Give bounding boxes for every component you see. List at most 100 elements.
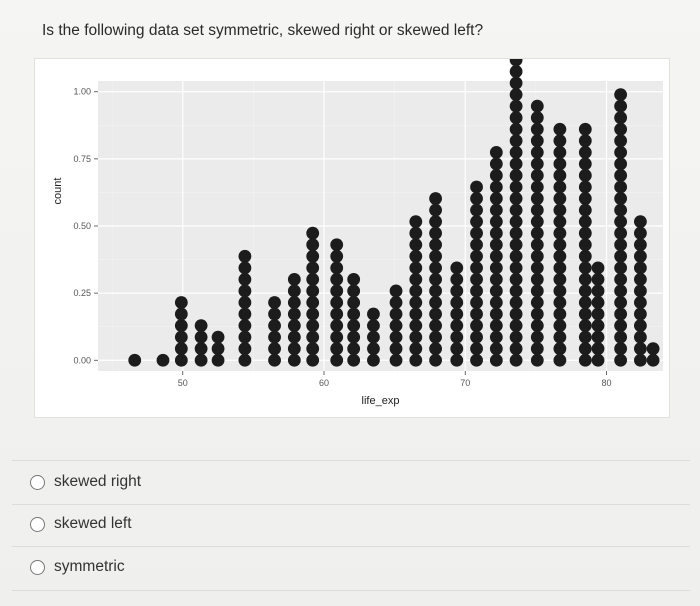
data-dot	[238, 296, 252, 309]
data-dot	[287, 319, 301, 333]
data-dot	[470, 261, 483, 275]
data-dot	[614, 273, 628, 286]
data-dot	[553, 180, 567, 194]
data-dot	[306, 249, 320, 263]
data-dot	[553, 122, 567, 136]
data-dot	[470, 342, 483, 356]
data-dot	[194, 319, 208, 333]
data-dot	[509, 203, 523, 217]
data-dot	[268, 342, 281, 356]
radio-button-icon[interactable]	[30, 474, 45, 490]
data-dot	[174, 319, 188, 333]
data-dot	[489, 284, 503, 298]
data-dot	[429, 226, 442, 240]
data-dot	[287, 307, 301, 321]
data-dot	[578, 284, 592, 298]
data-dot	[347, 284, 361, 298]
data-dot	[330, 249, 344, 263]
data-dot	[489, 307, 503, 321]
data-dot	[614, 261, 628, 275]
data-dot	[553, 203, 567, 217]
data-dot	[450, 273, 464, 286]
data-dot	[646, 342, 660, 356]
data-dot	[238, 261, 252, 275]
x-tick-label: 80	[601, 378, 611, 388]
data-dot	[489, 319, 503, 333]
data-dot	[578, 296, 592, 309]
data-dot	[591, 319, 605, 333]
data-dot	[347, 330, 361, 344]
y-axis-title: count	[52, 178, 64, 205]
data-dot	[238, 273, 252, 286]
data-dot	[409, 342, 423, 356]
data-dot	[509, 59, 523, 67]
data-dot	[530, 284, 544, 298]
data-dot	[578, 342, 592, 356]
data-dot	[470, 330, 483, 344]
data-dot	[614, 330, 628, 344]
data-dot	[268, 330, 281, 344]
data-dot	[614, 203, 628, 217]
data-dot	[306, 284, 320, 298]
data-dot	[389, 284, 403, 298]
data-dot	[578, 249, 592, 263]
data-dot	[591, 330, 605, 344]
data-dot	[591, 307, 605, 321]
data-dot	[530, 157, 544, 171]
data-dot	[238, 342, 252, 356]
data-dot	[509, 88, 523, 102]
data-dot	[578, 273, 592, 286]
data-dot	[211, 353, 225, 367]
data-dot	[553, 273, 567, 286]
data-dot	[211, 342, 225, 356]
y-tick-label: 0.00	[73, 355, 91, 365]
data-dot	[530, 111, 544, 125]
data-dot	[409, 249, 423, 263]
option-skewed-left[interactable]: skewed left	[30, 510, 132, 538]
data-dot	[489, 296, 503, 309]
data-dot	[330, 342, 344, 356]
x-tick-label: 50	[178, 378, 188, 388]
data-dot	[530, 319, 544, 333]
data-dot	[268, 296, 281, 309]
data-dot	[450, 330, 464, 344]
data-dot	[614, 157, 628, 171]
data-dot	[429, 261, 442, 275]
data-dot	[409, 353, 423, 367]
data-dot	[578, 203, 592, 217]
data-dot	[509, 226, 523, 240]
data-dot	[553, 157, 567, 171]
data-dot	[614, 122, 628, 136]
data-dot	[553, 145, 567, 159]
data-dot	[429, 307, 442, 321]
data-dot	[614, 307, 628, 321]
data-dot	[174, 296, 188, 309]
option-skewed-right[interactable]: skewed right	[30, 468, 141, 496]
y-tick-label: 0.50	[73, 221, 91, 231]
data-dot	[389, 342, 403, 356]
data-dot	[330, 261, 344, 275]
data-dot	[634, 353, 647, 367]
data-dot	[489, 238, 503, 252]
data-dot	[489, 157, 503, 171]
data-dot	[530, 307, 544, 321]
data-dot	[306, 353, 320, 367]
data-dot	[367, 319, 380, 333]
data-dot	[489, 192, 503, 205]
data-dot	[489, 273, 503, 286]
radio-button-icon[interactable]	[30, 559, 45, 575]
data-dot	[429, 238, 442, 252]
data-dot	[429, 192, 442, 205]
data-dot	[489, 169, 503, 182]
data-dot	[614, 284, 628, 298]
data-dot	[578, 169, 592, 182]
data-dot	[634, 296, 647, 309]
data-dot	[489, 180, 503, 194]
data-dot	[347, 342, 361, 356]
data-dot	[509, 99, 523, 113]
data-dot	[530, 261, 544, 275]
data-dot	[634, 307, 647, 321]
option-symmetric[interactable]: symmetric	[30, 553, 125, 581]
radio-button-icon[interactable]	[30, 516, 45, 532]
data-dot	[509, 342, 523, 356]
